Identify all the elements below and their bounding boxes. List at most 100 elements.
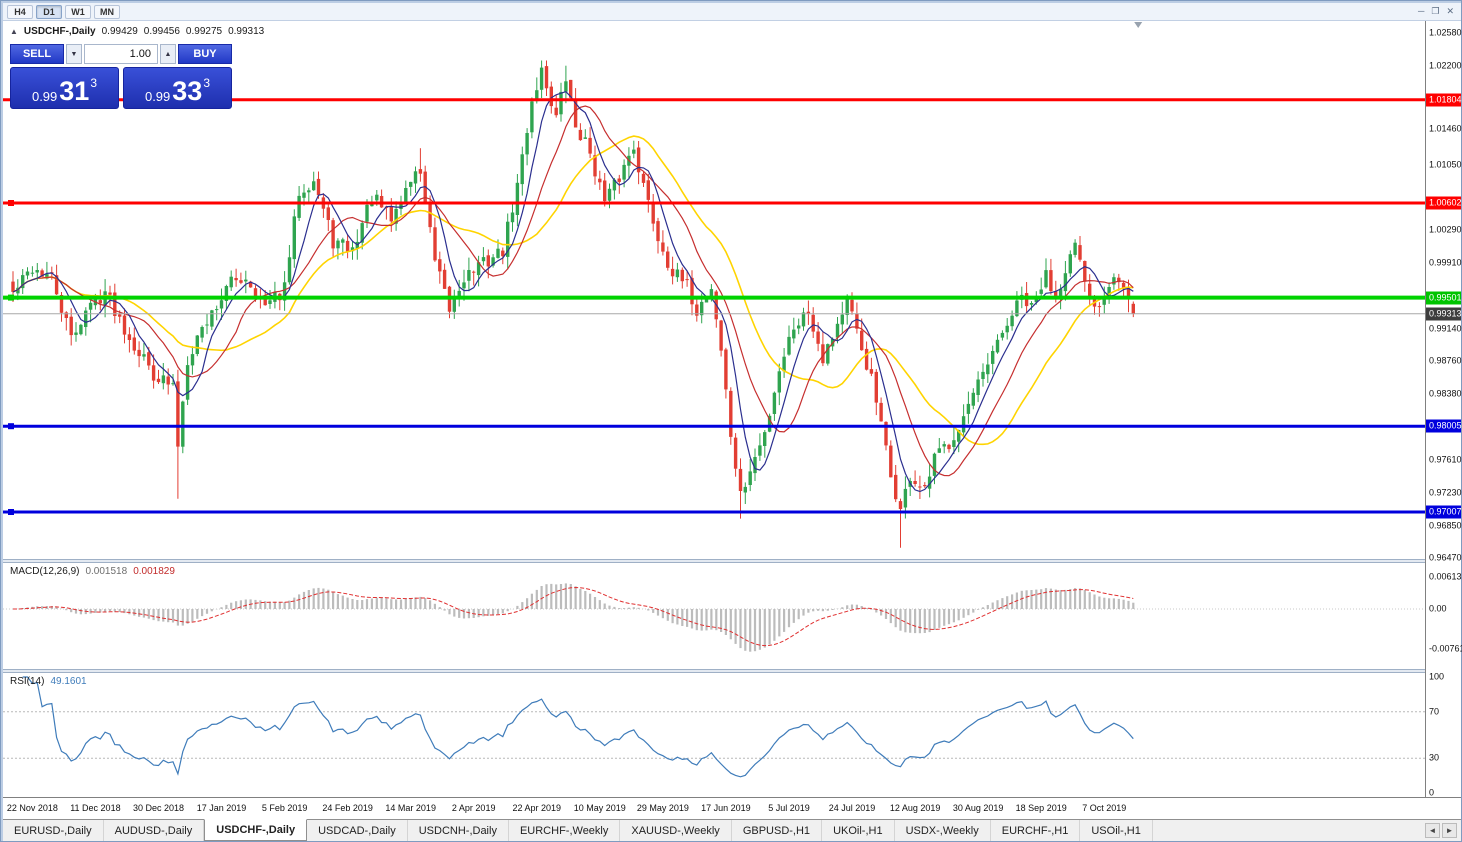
volume-down-stepper[interactable]: ▼: [66, 44, 82, 64]
chart-tab-usdx-weekly[interactable]: USDX-,Weekly: [895, 820, 991, 841]
price-tick-0.96850: 0.96850: [1429, 520, 1462, 530]
window-controls: ─ ❐ ✕: [1418, 6, 1457, 17]
sell-button[interactable]: SELL: [10, 44, 64, 64]
price-tick-1.01050: 1.01050: [1429, 159, 1462, 169]
buy-button[interactable]: BUY: [178, 44, 232, 64]
price-tick-0.97610: 0.97610: [1429, 454, 1462, 465]
macd-tick-0-00761: -0.00761: [1429, 643, 1462, 654]
date-label-5-feb-2019: 5 Feb 2019: [261, 803, 308, 813]
price-line-label-1.00602: 1.00602: [1426, 196, 1462, 210]
time-axis: 22 Nov 2018 11 Dec 2018 30 Dec 2018 17 Jan …: [3, 797, 1461, 819]
date-label-5-jul-2019: 5 Jul 2019: [768, 803, 810, 813]
panel-splitter[interactable]: [3, 559, 1461, 563]
chart-tab-usdchf-daily[interactable]: USDCHF-,Daily: [204, 819, 308, 841]
chart-tab-xauusd-weekly[interactable]: XAUUSD-,Weekly: [620, 820, 732, 841]
chart-tab-audusd-daily[interactable]: AUDUSD-,Daily: [104, 820, 205, 841]
date-label-30-dec-2018: 30 Dec 2018: [132, 803, 185, 813]
price-tick-1.02200: 1.02200: [1429, 60, 1462, 71]
timeframe-button-d1[interactable]: D1: [36, 4, 62, 19]
macd-main-value: 0.001518: [85, 566, 128, 577]
price-axis: 1.02580 1.02200 1.01460 1.01050 1.00290 0.999…: [1425, 21, 1462, 798]
macd-indicator-panel[interactable]: MACD(12,26,9) 0.001518 0.001829: [3, 563, 1425, 669]
date-label-17-jun-2019: 17 Jun 2019: [701, 803, 751, 813]
timeframe-button-h4[interactable]: H4: [7, 4, 33, 19]
date-label-10-may-2019: 10 May 2019: [573, 803, 626, 813]
restore-icon[interactable]: ❐: [1431, 6, 1440, 16]
date-label-14-mar-2019: 14 Mar 2019: [385, 803, 436, 813]
price-line-label-1.01804: 1.01804: [1426, 93, 1462, 107]
close-icon[interactable]: ✕: [1446, 6, 1454, 16]
price-line-label-0.99501: 0.99501: [1426, 291, 1462, 305]
chart-tabs: EURUSD-,Daily AUDUSD-,Daily USDCHF-,Daily U…: [3, 819, 1153, 841]
price-tick-1.02580: 1.02580: [1429, 27, 1462, 38]
chart-tab-eurchf-weekly[interactable]: EURCHF-,Weekly: [509, 820, 621, 841]
timeframe-buttons: H4 D1 W1 MN: [7, 4, 120, 19]
chart-tabs-bar: EURUSD-,Daily AUDUSD-,Daily USDCHF-,Daily U…: [3, 819, 1461, 841]
date-label-22-nov-2018: 22 Nov 2018: [6, 803, 58, 813]
tab-scroll-buttons: ◄ ►: [1425, 820, 1461, 841]
sell-price-button[interactable]: 0.99 31 3: [10, 67, 119, 109]
chart-tab-ukoil-h1[interactable]: UKOil-,H1: [822, 820, 895, 841]
date-label-24-jul-2019: 24 Jul 2019: [828, 803, 876, 813]
price-tick-1.01460: 1.01460: [1429, 123, 1462, 134]
ohlc-open: 0.99429: [101, 26, 138, 37]
volume-up-stepper[interactable]: ▲: [160, 44, 176, 64]
price-tick-0.97230: 0.97230: [1429, 487, 1462, 498]
price-line-label-0.99313: 0.99313: [1426, 307, 1462, 321]
rsi-indicator-panel[interactable]: RSI(14) 49.1601: [3, 673, 1425, 797]
chart-tab-gbpusd-h1[interactable]: GBPUSD-,H1: [732, 820, 823, 841]
timeframe-button-w1[interactable]: W1: [65, 4, 91, 19]
price-tick-0.96470: 0.96470: [1429, 552, 1462, 563]
ohlc-close: 0.99313: [228, 26, 265, 37]
chart-tab-usoil-h1[interactable]: USOil-,H1: [1080, 820, 1153, 841]
buy-price-button[interactable]: 0.99 33 3: [123, 67, 232, 109]
minimize-icon[interactable]: ─: [1417, 6, 1425, 16]
price-chart-panel[interactable]: ▲ USDCHF-,Daily 0.99429 0.99456 0.99275 …: [3, 21, 1425, 559]
rsi-tick-30: 30: [1429, 752, 1440, 763]
sell-price-pips: 31: [59, 76, 90, 107]
date-label-17-jan-2019: 17 Jan 2019: [196, 803, 247, 813]
macd-chart-canvas[interactable]: [3, 563, 1425, 669]
date-label-22-apr-2019: 22 Apr 2019: [512, 803, 562, 813]
rsi-tick-70: 70: [1429, 706, 1440, 717]
macd-name: MACD(12,26,9): [10, 566, 80, 577]
rsi-tick-100: 100: [1429, 671, 1445, 682]
macd-tick-0-00613: 0.00613: [1429, 571, 1462, 582]
volume-input[interactable]: 1.00: [84, 44, 158, 64]
date-label-11-dec-2018: 11 Dec 2018: [70, 803, 121, 813]
sell-price-prefix: 0.99: [31, 89, 58, 104]
price-line-label-0.98005: 0.98005: [1426, 419, 1462, 433]
date-label-29-may-2019: 29 May 2019: [636, 803, 689, 813]
tab-scroll-right-icon[interactable]: ►: [1442, 823, 1457, 838]
price-tick-1.00290: 1.00290: [1429, 224, 1462, 235]
chart-tab-eurchf-h1[interactable]: EURCHF-,H1: [991, 820, 1081, 841]
tab-scroll-left-icon[interactable]: ◄: [1425, 823, 1440, 838]
price-tick-0.98380: 0.98380: [1429, 388, 1462, 399]
timeframe-button-mn[interactable]: MN: [94, 4, 120, 19]
timeframe-toolbar: H4 D1 W1 MN ─ ❐ ✕: [3, 3, 1461, 21]
chart-symbol-label: USDCHF-,Daily: [23, 26, 96, 37]
ohlc-high: 0.99456: [143, 26, 180, 37]
one-click-collapse-icon[interactable]: ▲: [10, 27, 18, 36]
one-click-trading-panel: SELL ▼ 1.00 ▲ BUY 0.99 31 3 0.99 33 3: [10, 44, 232, 109]
candlestick-chart-canvas[interactable]: [3, 21, 1425, 559]
date-label-7-oct-2019: 7 Oct 2019: [1082, 803, 1127, 813]
date-label-2-apr-2019: 2 Apr 2019: [451, 803, 496, 813]
ohlc-low: 0.99275: [185, 26, 223, 37]
panel-splitter[interactable]: [3, 669, 1461, 673]
rsi-name: RSI(14): [10, 676, 45, 687]
chart-tab-usdcnh-daily[interactable]: USDCNH-,Daily: [408, 820, 509, 841]
buy-price-pips: 33: [172, 76, 203, 107]
chart-tab-usdcad-daily[interactable]: USDCAD-,Daily: [307, 820, 408, 841]
macd-signal-value: 0.001829: [133, 566, 175, 577]
rsi-label: RSI(14) 49.1601: [10, 676, 87, 687]
price-tick-0.99910: 0.99910: [1429, 257, 1462, 267]
rsi-chart-canvas[interactable]: [3, 673, 1425, 797]
macd-tick-0-00: 0.00: [1429, 603, 1447, 614]
chart-tab-eurusd-daily[interactable]: EURUSD-,Daily: [3, 820, 104, 841]
price-tick-0.98760: 0.98760: [1429, 355, 1462, 366]
rsi-value: 49.1601: [50, 676, 87, 687]
sell-price-pipette: 3: [90, 76, 98, 90]
price-line-label-0.97007: 0.97007: [1426, 505, 1462, 519]
